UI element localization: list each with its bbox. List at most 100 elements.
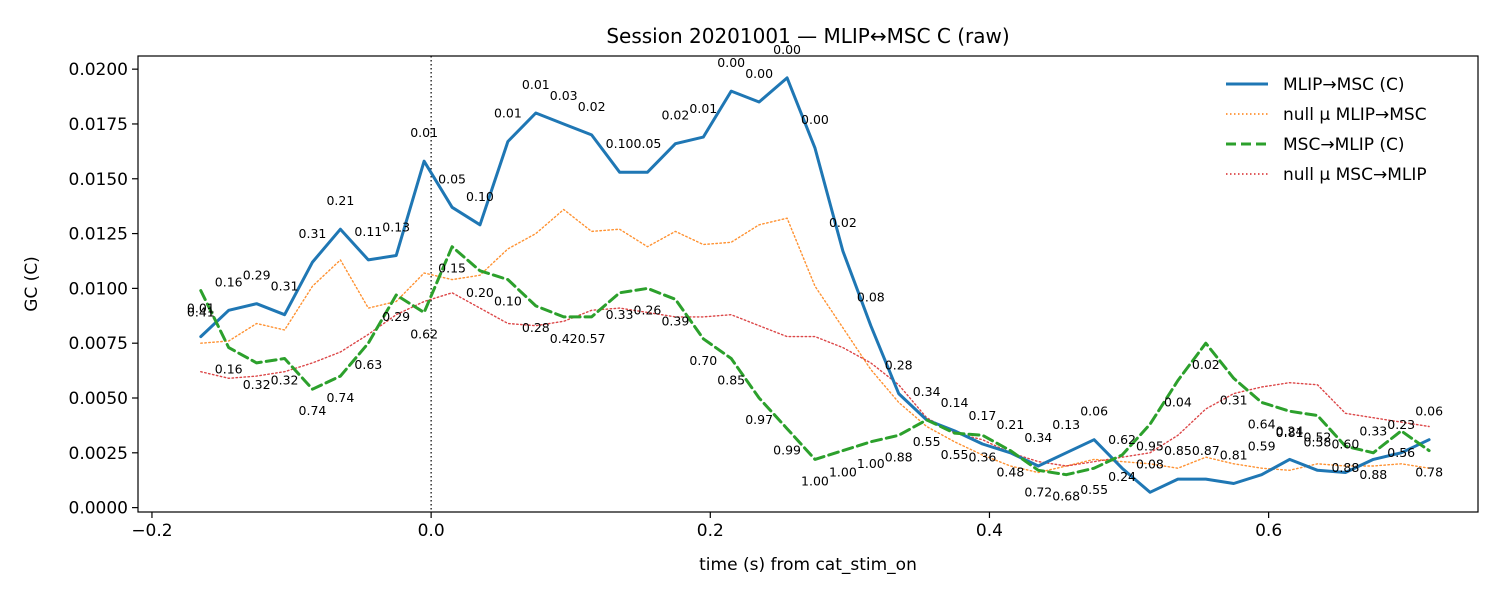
plot-area: 0.010.16 0.290.310.310.210.11 0.130.010.05… — [187, 42, 1443, 512]
legend-label-1: null μ MLIP→MSC — [1283, 105, 1427, 125]
x-tick-label: 0.6 — [1255, 521, 1282, 541]
p-value-label: 0.70 — [689, 353, 717, 368]
y-tick-label: 0.0175 — [69, 115, 128, 135]
p-value-label: 0.06 — [1415, 404, 1443, 419]
legend-label-0: MLIP→MSC (C) — [1283, 75, 1405, 95]
p-value-label: 0.10 — [494, 294, 522, 309]
p-value-label: 0.63 — [354, 357, 382, 372]
y-tick-label: 0.0200 — [69, 60, 128, 80]
p-value-label: 0.97 — [745, 412, 773, 427]
p-value-label: 0.55 — [941, 447, 969, 462]
p-value-label: 0.05 — [634, 136, 662, 151]
p-value-label: 0.06 — [1080, 404, 1108, 419]
x-tick-label: 0.2 — [697, 521, 724, 541]
p-value-label: 0.85 — [717, 373, 745, 388]
p-value-label: 0.28 — [522, 320, 550, 335]
p-value-label: 0.48 — [996, 465, 1024, 480]
x-tick-label: −0.2 — [131, 521, 172, 541]
p-value-label: 0.78 — [1415, 465, 1443, 480]
p-value-label: 0.59 — [1248, 439, 1276, 454]
p-value-label: 0.01 — [522, 77, 550, 92]
p-value-label: 0.01 — [689, 101, 717, 116]
p-value-label: 0.55 — [1080, 482, 1108, 497]
p-value-label: 0.42 — [550, 331, 578, 346]
p-value-label: 0.17 — [969, 408, 997, 423]
p-value-label: 0.01 — [494, 106, 522, 121]
x-axis-title: time (s) from cat_stim_on — [699, 555, 917, 575]
plot-frame — [137, 55, 1479, 513]
p-value-label: 0.02 — [1192, 357, 1220, 372]
p-value-label: 0.33 — [606, 307, 634, 322]
p-value-label: 0.31 — [271, 279, 299, 294]
p-value-label: 0.32 — [243, 377, 271, 392]
p-value-label: 0.29 — [382, 309, 410, 324]
p-value-label: 0.00 — [801, 112, 829, 127]
p-value-label: 0.81 — [1220, 448, 1248, 463]
p-value-label: 0.13 — [1052, 417, 1080, 432]
series-line-0 — [199, 76, 1431, 494]
p-value-label: 0.57 — [578, 331, 606, 346]
y-tick-label: 0.0125 — [69, 225, 128, 245]
y-tick-label: 0.0100 — [69, 279, 128, 299]
x-tick-label: 0.4 — [976, 521, 1003, 541]
legend: MLIP→MSC (C) null μ MLIP→MSC MSC→MLIP (C) n… — [1226, 75, 1427, 185]
p-value-label: 1.00 — [829, 465, 857, 480]
p-value-label: 0.85 — [1164, 443, 1192, 458]
p-value-label: 0.10 — [466, 189, 494, 204]
p-value-label: 0.10 — [606, 136, 634, 151]
p-value-label: 0.16 — [215, 362, 243, 377]
p-value-label: 0.03 — [550, 88, 578, 103]
p-value-label: 0.04 — [1164, 394, 1192, 409]
p-value-label: 0.16 — [215, 274, 243, 289]
p-value-label: 0.26 — [634, 302, 662, 317]
y-tick-label: 0.0075 — [69, 334, 128, 354]
p-value-label: 0.52 — [1304, 430, 1332, 445]
legend-label-3: null μ MSC→MLIP — [1283, 165, 1427, 185]
p-value-label: 0.56 — [1387, 445, 1415, 460]
p-value-label: 0.95 — [1136, 438, 1164, 453]
p-value-label: 0.74 — [299, 403, 327, 418]
p-value-label: 0.87 — [1192, 443, 1220, 458]
p-value-label: 0.72 — [1024, 484, 1052, 499]
p-value-label: 0.00 — [717, 55, 745, 70]
p-value-label: 0.08 — [1136, 456, 1164, 471]
p-value-label: 0.28 — [885, 358, 913, 373]
series-line-3 — [200, 292, 1430, 467]
p-value-label: 0.20 — [466, 285, 494, 300]
p-value-label: 0.88 — [1359, 467, 1387, 482]
p-value-label: 0.32 — [271, 373, 299, 388]
p-value-label: 0.34 — [1024, 430, 1052, 445]
axes: −0.2 0.0 0.2 0.4 0.6 0.0000 0.0025 0.0050 0.0075… — [69, 60, 1283, 541]
p-value-label: 0.11 — [354, 224, 382, 239]
p-value-label: 1.00 — [801, 473, 829, 488]
p-value-label: 0.62 — [1108, 432, 1136, 447]
p-value-label: 0.64 — [1248, 416, 1276, 431]
p-value-label: 0.31 — [1220, 392, 1248, 407]
p-value-label: 0.68 — [1052, 489, 1080, 504]
p-value-label: 0.08 — [857, 290, 885, 305]
y-tick-label: 0.0025 — [69, 444, 128, 464]
p-value-label: 0.00 — [745, 66, 773, 81]
p-value-label: 0.58 — [1304, 434, 1332, 449]
p-value-label: 0.88 — [885, 449, 913, 464]
p-value-label: 0.02 — [661, 108, 689, 123]
p-value-label: 0.31 — [299, 226, 327, 241]
y-axis-title: GC (C) — [22, 256, 42, 312]
p-value-label: 0.55 — [913, 434, 941, 449]
p-value-label: 0.24 — [1108, 469, 1136, 484]
p-value-label: 0.00 — [773, 42, 801, 57]
chart-title: Session 20201001 — MLIP↔MSC C (raw) — [606, 24, 1009, 48]
p-value-label: 0.88 — [1331, 460, 1359, 475]
p-value-label: 0.01 — [187, 301, 215, 316]
p-value-label: 0.74 — [326, 390, 354, 405]
p-value-label: 1.00 — [857, 456, 885, 471]
p-value-label: 0.02 — [829, 215, 857, 230]
p-value-label: 0.60 — [1331, 437, 1359, 452]
p-value-label: 0.41 — [187, 305, 215, 320]
p-value-label: 0.36 — [969, 449, 997, 464]
series-line-2 — [199, 245, 1431, 477]
y-tick-label: 0.0000 — [69, 499, 128, 519]
p-value-label: 0.21 — [996, 417, 1024, 432]
